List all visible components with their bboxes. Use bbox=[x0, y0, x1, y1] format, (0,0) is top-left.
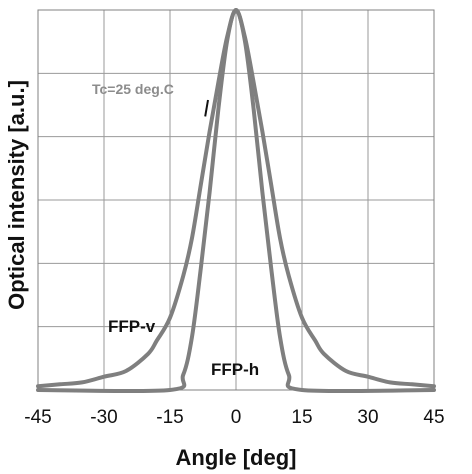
x-tick-label: 0 bbox=[231, 407, 242, 428]
series-layer bbox=[36, 8, 436, 394]
annotation-tc-label: Tc=25 deg.C bbox=[92, 81, 174, 97]
x-tick-label: 15 bbox=[291, 407, 312, 428]
x-axis-title: Angle [deg] bbox=[176, 445, 297, 470]
series-label-ffp-v: FFP-v bbox=[108, 317, 156, 336]
annotation-leader-line bbox=[204, 99, 209, 117]
series-label-ffp-h: FFP-h bbox=[211, 360, 259, 379]
x-tick-label: -45 bbox=[24, 407, 51, 428]
x-tick-label: -30 bbox=[90, 407, 117, 428]
x-tick-label: 30 bbox=[357, 407, 378, 428]
x-tick-labels: -45 -30 -15 0 15 30 45 bbox=[24, 407, 444, 428]
y-axis-title: Optical intensity [a.u.] bbox=[4, 80, 29, 310]
annotation-layer bbox=[204, 99, 209, 117]
x-tick-label: -15 bbox=[156, 407, 183, 428]
x-tick-label: 45 bbox=[423, 407, 444, 428]
series-line-ffp-h bbox=[36, 8, 436, 394]
gridlines bbox=[37, 10, 435, 390]
